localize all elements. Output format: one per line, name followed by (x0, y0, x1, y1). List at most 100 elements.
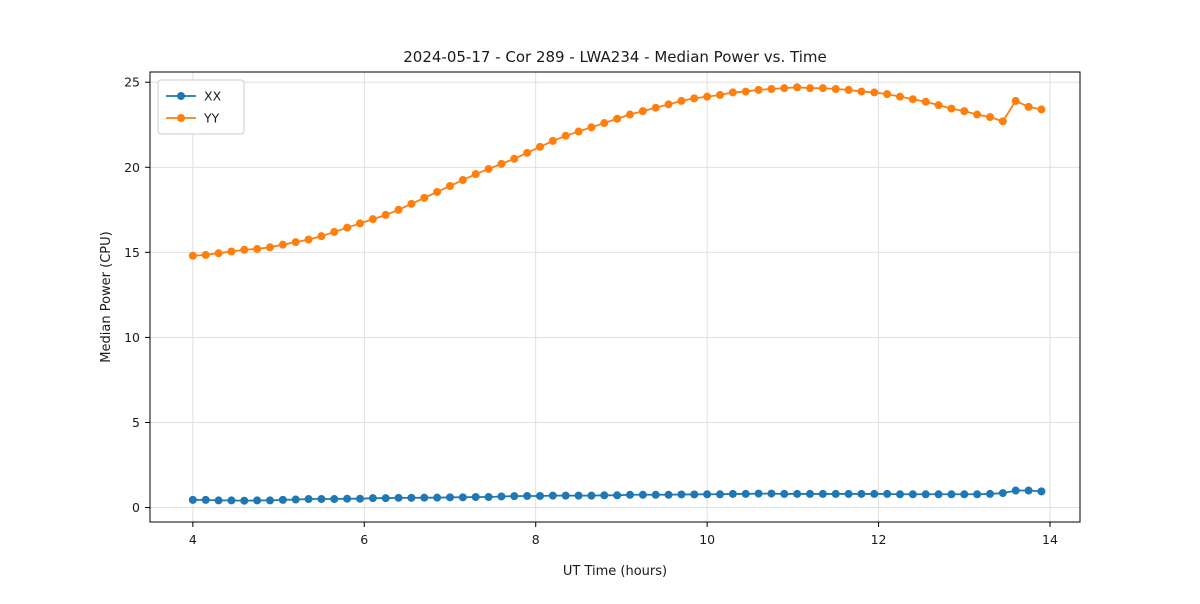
series-XX-marker (201, 495, 210, 504)
series-YY-marker (330, 227, 339, 236)
axes-frame (149, 71, 1081, 523)
series-YY-marker (227, 247, 236, 256)
grid-layer (150, 72, 1080, 522)
series-XX-marker (484, 492, 493, 501)
series-XX-marker (677, 490, 686, 499)
series-XX-marker (690, 490, 699, 499)
series-YY-marker (986, 113, 994, 122)
series-YY-marker (973, 110, 982, 119)
series-YY-marker (381, 210, 390, 219)
series-YY-marker (664, 100, 673, 109)
series-XX-marker (458, 493, 467, 502)
chart-title: 2024-05-17 - Cor 289 - LWA234 - Median P… (403, 48, 827, 66)
series-XX-marker (407, 493, 416, 502)
legend-marker-sample (177, 114, 185, 122)
legend-box (157, 79, 245, 135)
series-XX-marker (394, 493, 403, 502)
series-XX-marker (368, 494, 377, 503)
series-YY-marker (291, 238, 300, 247)
series-XX-marker (1011, 486, 1020, 495)
series-XX-marker (870, 489, 879, 498)
series-XX-marker (728, 489, 737, 498)
series-XX-marker (523, 491, 532, 500)
series-XX-marker (806, 489, 814, 498)
series-XX-marker (330, 495, 339, 504)
series-XX-marker (446, 493, 454, 502)
series-YY-marker (677, 96, 686, 105)
series-YY-marker (921, 97, 930, 106)
series-XX-marker (754, 489, 763, 498)
y-tick-label: 5 (132, 415, 140, 430)
series-YY-marker (638, 107, 647, 116)
series-YY-marker (394, 205, 403, 214)
series-XX-marker (741, 489, 750, 498)
series-XX-marker (240, 496, 249, 505)
series-XX-marker (1024, 486, 1033, 495)
series-XX-marker (960, 490, 969, 499)
series-XX-marker (433, 493, 442, 502)
series-YY-marker (818, 84, 827, 93)
series-XX-marker (780, 489, 789, 498)
series-XX-marker (574, 491, 583, 500)
series-YY-marker (278, 240, 287, 249)
x-tick-label: 10 (699, 532, 715, 547)
y-tick-label: 25 (124, 75, 140, 90)
legend-marker-sample (177, 92, 185, 100)
series-YY-marker (214, 249, 223, 258)
series-YY-marker (471, 170, 480, 179)
series-XX-marker (381, 494, 390, 503)
series-XX-marker (626, 490, 634, 499)
series-XX-marker (818, 489, 827, 498)
x-tick-label: 6 (360, 532, 368, 547)
y-axis-label: Median Power (CPU) (99, 231, 114, 362)
x-axis-label: UT Time (hours) (563, 564, 667, 579)
y-tick-label: 10 (124, 330, 140, 345)
series-YY-marker (356, 219, 364, 228)
series-YY-marker (1011, 96, 1020, 105)
series-XX-marker (998, 489, 1007, 498)
series-YY-marker (458, 176, 467, 185)
series-YY-marker (587, 123, 596, 132)
series-XX-marker (664, 490, 673, 499)
series-XX-marker (587, 491, 596, 500)
series-XX-marker (986, 489, 994, 498)
series-YY-marker (703, 92, 712, 101)
series-YY-marker (844, 85, 853, 94)
series-YY-marker (561, 131, 570, 140)
series-XX-marker (857, 489, 866, 498)
series-XX-marker (343, 494, 352, 503)
series-XX-marker (227, 496, 236, 505)
series-XX-marker (638, 490, 647, 499)
series-YY-marker (266, 243, 274, 252)
series-YY-marker (831, 85, 840, 94)
series-YY-marker (908, 95, 917, 104)
series-XX-marker (561, 491, 570, 500)
series-XX-marker (703, 490, 712, 499)
series-YY-marker (780, 84, 789, 93)
y-tick-label: 0 (132, 500, 140, 515)
series-YY-marker (857, 87, 866, 96)
series-YY-marker (960, 107, 969, 116)
series-YY-marker (870, 88, 879, 97)
series-XX-marker (253, 496, 262, 505)
series-YY-marker (484, 164, 493, 173)
x-tick-label: 12 (871, 532, 887, 547)
series-XX-marker (1037, 487, 1046, 496)
series-YY-marker (407, 199, 416, 208)
series-YY-marker (253, 244, 262, 253)
series-YY-marker (998, 117, 1007, 126)
series-YY-marker (806, 84, 814, 93)
series-YY-marker (754, 85, 763, 94)
series-XX-marker (844, 489, 853, 498)
series-YY-marker (626, 110, 634, 119)
series-YY-marker (767, 85, 776, 94)
series-YY-marker (433, 187, 442, 196)
series-YY-marker (600, 119, 609, 128)
series-XX-marker (304, 495, 313, 504)
series-YY-marker (188, 251, 197, 260)
series-YY-marker (716, 90, 724, 99)
series-YY-marker (728, 88, 737, 97)
series-YY-marker (343, 223, 352, 232)
series-layer (188, 83, 1046, 505)
